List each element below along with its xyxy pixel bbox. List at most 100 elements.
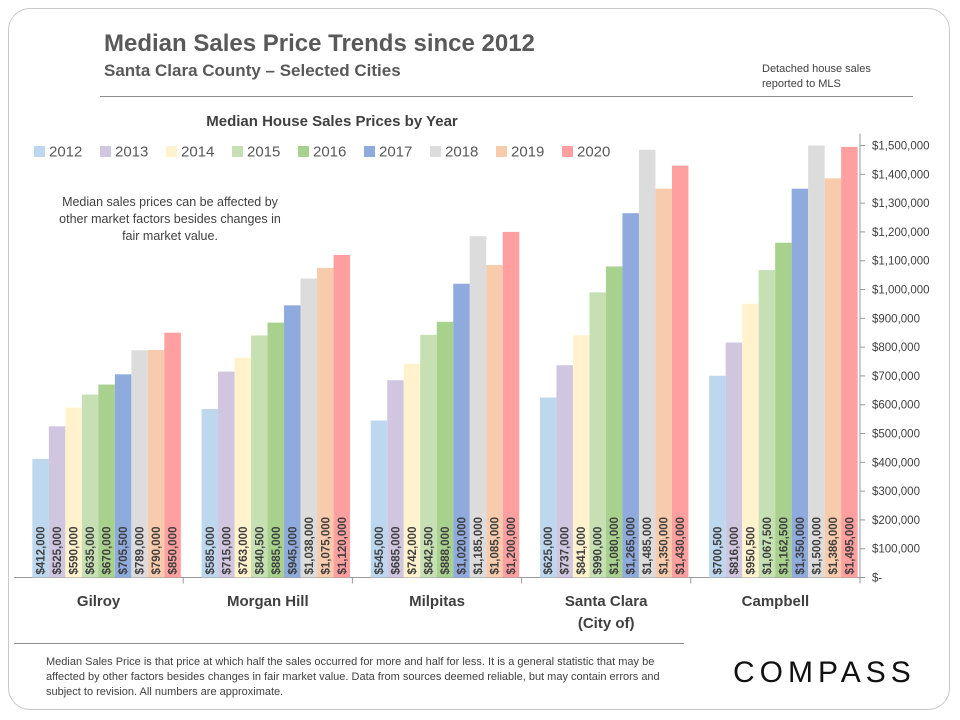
bar-2019-3 — [486, 265, 503, 578]
x-category-label: Gilroy — [77, 593, 121, 610]
data-label: $525,000 — [52, 527, 64, 575]
bar-2018-3 — [469, 236, 487, 578]
bar-2019-2 — [317, 267, 334, 578]
header-divider — [100, 96, 913, 97]
compass-logo: COMPASS — [733, 656, 916, 689]
bar-2019-4 — [655, 188, 672, 578]
bar-2016-3 — [436, 321, 454, 578]
bar-2015-5 — [758, 270, 776, 578]
y-tick-label: $- — [872, 573, 882, 585]
data-label: $670,000 — [102, 527, 114, 575]
bar-2013-3 — [387, 380, 404, 578]
bar-2017-4 — [622, 213, 639, 578]
data-label: $1,120,000 — [337, 517, 349, 575]
data-label: $841,000 — [576, 527, 588, 575]
data-label: $1,200,000 — [506, 517, 518, 575]
legend-label-2018: 2018 — [445, 144, 478, 161]
data-label: $585,000 — [205, 527, 217, 575]
bar-2015-1 — [81, 394, 99, 578]
bar-2012-3 — [370, 420, 388, 578]
page-subtitle: Santa Clara County – Selected Cities — [104, 61, 401, 80]
bar-2016-4 — [605, 266, 623, 578]
legend-swatch-2014 — [166, 146, 177, 157]
data-label: $790,000 — [151, 527, 163, 575]
bar-2018-4 — [638, 149, 656, 578]
data-label: $763,000 — [238, 527, 250, 575]
data-label: $1,350,000 — [795, 517, 807, 575]
data-label: $625,000 — [543, 527, 555, 575]
bar-2013-5 — [725, 342, 743, 578]
legend-label-2013: 2013 — [115, 144, 148, 161]
legend-swatch-2013 — [100, 146, 111, 157]
chart-title: Median House Sales Prices by Year — [206, 113, 458, 130]
y-tick-label: $1,400,000 — [872, 169, 930, 181]
bar-2020-1 — [164, 332, 181, 578]
bar-2017-1 — [114, 374, 132, 578]
data-label: $990,000 — [593, 527, 605, 575]
y-tick-label: $1,000,000 — [872, 285, 930, 297]
y-tick-label: $500,000 — [872, 429, 920, 441]
bar-2013-4 — [556, 365, 573, 578]
bar-2018-5 — [808, 145, 825, 578]
bar-2014-5 — [742, 303, 759, 578]
data-label: $842,500 — [424, 527, 436, 575]
legend-swatch-2015 — [232, 146, 243, 157]
data-label: $1,075,000 — [320, 517, 332, 575]
legend-label-2015: 2015 — [247, 144, 280, 161]
data-label: $685,000 — [391, 527, 403, 575]
bar-2016-1 — [98, 384, 115, 578]
y-tick-label: $600,000 — [872, 400, 920, 412]
bar-2020-4 — [671, 165, 689, 578]
data-label: $885,000 — [271, 527, 283, 575]
bar-2012-2 — [201, 409, 219, 578]
bar-2012-1 — [32, 458, 49, 578]
legend-label-2012: 2012 — [49, 144, 82, 161]
data-label: $1,185,000 — [473, 517, 485, 575]
legend-label-2016: 2016 — [313, 144, 346, 161]
data-label: $945,000 — [287, 527, 299, 575]
bar-2016-5 — [775, 242, 792, 578]
legend-label-2020: 2020 — [577, 144, 610, 161]
legend-label-2017: 2017 — [379, 144, 412, 161]
data-label: $789,000 — [135, 527, 147, 575]
bar-2015-2 — [251, 335, 268, 578]
bar-2019-1 — [147, 349, 165, 578]
y-tick-label: $800,000 — [872, 342, 920, 354]
y-tick-label: $200,000 — [872, 515, 920, 527]
bar-2015-3 — [420, 334, 437, 578]
bar-2018-2 — [300, 278, 318, 578]
bar-2015-4 — [589, 292, 606, 578]
slide-frame — [8, 8, 950, 710]
data-label: $412,000 — [36, 527, 48, 575]
bar-2019-5 — [824, 178, 842, 578]
bar-2018-1 — [131, 350, 148, 578]
data-label: $850,000 — [168, 527, 180, 575]
x-category-label: Santa Clara (City of) — [565, 593, 648, 632]
x-category-label: Milpitas — [409, 593, 465, 610]
data-label: $590,000 — [69, 527, 81, 575]
data-label: $635,000 — [85, 527, 97, 575]
data-label: $1,495,000 — [844, 517, 856, 575]
bar-2017-3 — [453, 283, 470, 578]
bar-2020-5 — [841, 146, 858, 578]
legend-swatch-2016 — [298, 146, 309, 157]
data-label: $700,500 — [712, 527, 724, 575]
data-label: $1,500,000 — [811, 517, 823, 575]
y-tick-label: $100,000 — [872, 544, 920, 556]
data-label: $1,485,000 — [642, 517, 654, 575]
chart-annotation: Median sales prices can be affected by ot… — [59, 195, 281, 243]
y-tick-label: $900,000 — [872, 313, 920, 325]
bar-2016-2 — [267, 322, 285, 578]
page-title: Median Sales Price Trends since 2012 — [104, 30, 535, 57]
source-note: Detached house sales reported to MLS — [762, 63, 871, 90]
bar-2012-5 — [709, 375, 726, 578]
data-label: $1,350,000 — [659, 517, 671, 575]
data-label: $545,000 — [374, 527, 386, 575]
x-category-label: Morgan Hill — [227, 593, 309, 610]
x-category-label: Campbell — [742, 593, 810, 610]
y-tick-label: $700,000 — [872, 371, 920, 383]
bar-2014-3 — [403, 363, 421, 578]
data-label: $888,000 — [440, 527, 452, 575]
legend-swatch-2012 — [34, 146, 45, 157]
